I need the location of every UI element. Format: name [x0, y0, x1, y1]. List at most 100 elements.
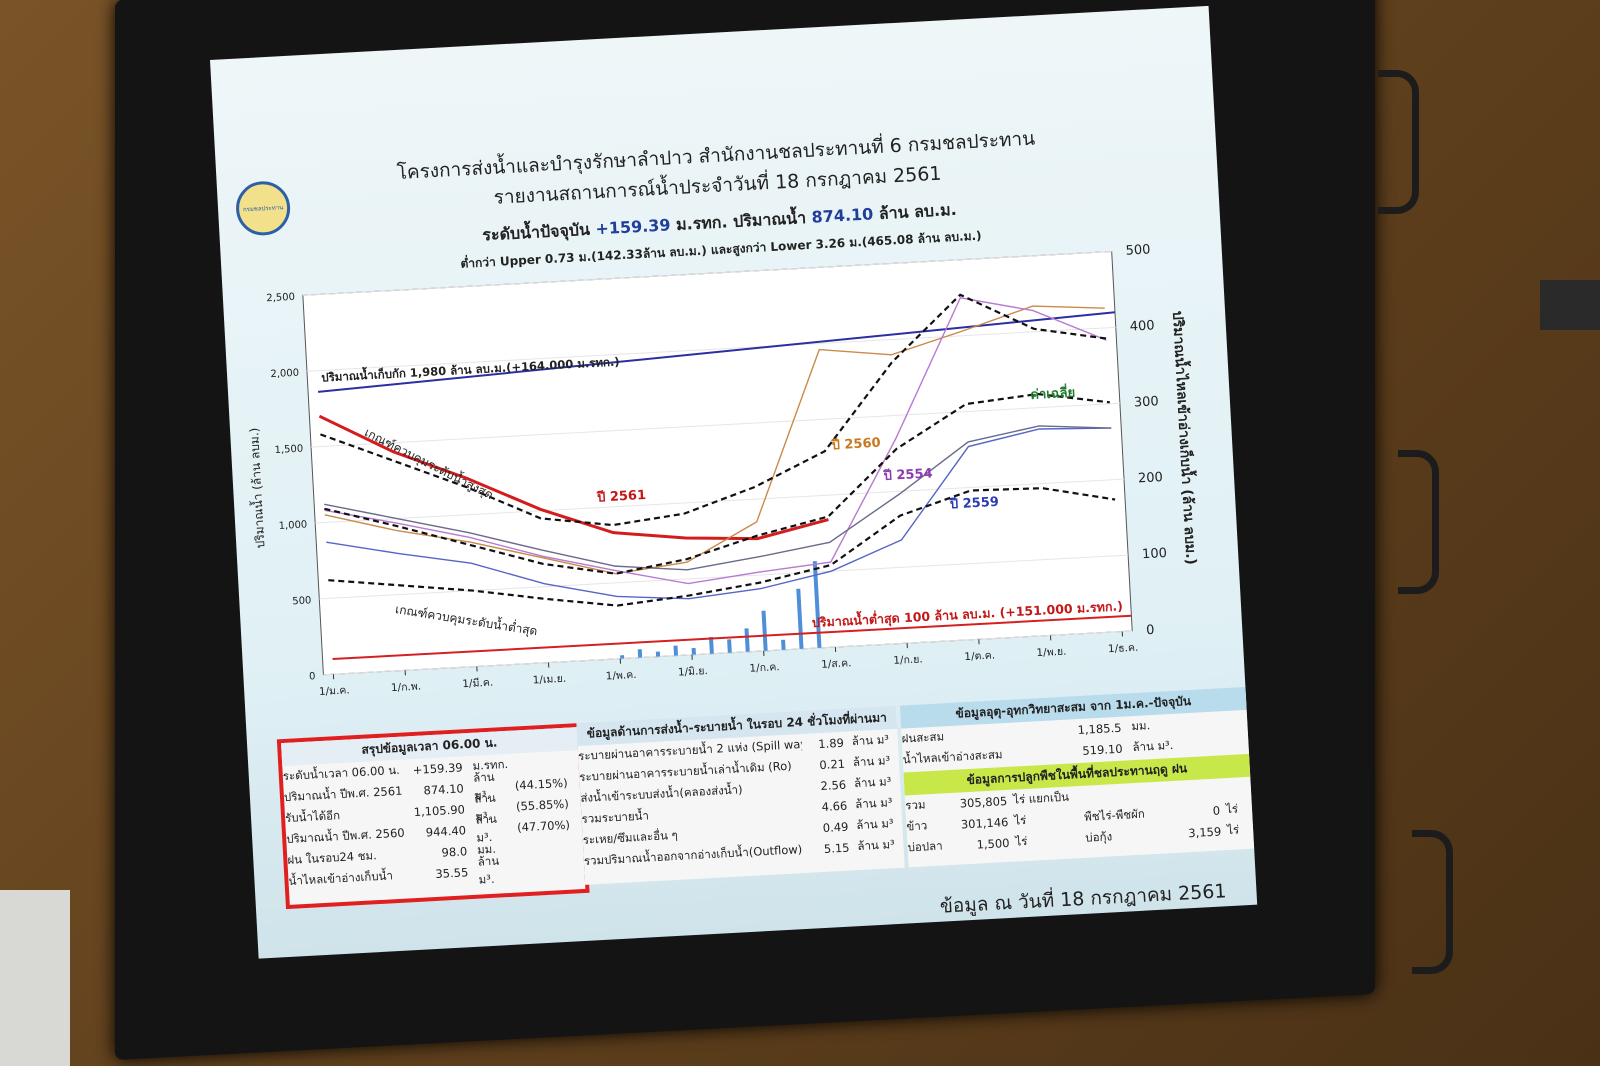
x-tick-label: 1/เม.ย. — [532, 673, 566, 687]
release-value: 4.66 — [821, 798, 848, 814]
release-unit: ล้าน ม³ — [853, 773, 892, 790]
crop-value-2 — [1169, 789, 1225, 792]
crop-unit: ไร่ — [1013, 812, 1027, 828]
x-tick-label: 1/พ.ย. — [1036, 646, 1067, 660]
x-tick-label: 1/ธ.ค. — [1108, 642, 1139, 656]
inflow-bar — [744, 628, 750, 652]
x-tick-label: 1/พ.ค. — [605, 669, 636, 683]
y2-tick-label: 0 — [1146, 623, 1155, 638]
crop-value: 305,805 — [959, 793, 1008, 811]
inflow-bar — [812, 560, 822, 649]
y-axis-label: ปริมาณน้ำ (ล้าน ลบม.) — [245, 427, 268, 548]
series-line-6 — [328, 487, 1116, 607]
crop-value: 301,146 — [960, 814, 1009, 832]
inflow-bar — [727, 639, 732, 653]
wall-outlet-plate — [0, 890, 70, 1066]
y-tick-label: 1,500 — [274, 444, 303, 457]
summary-label: น้ำไหลเข้าอ่างเก็บน้ำ — [288, 867, 394, 888]
volume-value: 874.10 — [811, 204, 874, 227]
series-line-7 — [324, 392, 1110, 575]
hydro-value: 519.10 — [1081, 741, 1123, 758]
wall-bracket — [1540, 280, 1600, 330]
summary-percent: (47.70%) — [516, 817, 571, 835]
label-2561: ปี 2561 — [596, 487, 647, 506]
gridline — [306, 326, 1116, 372]
hydro-unit: ล้าน ม³. — [1132, 737, 1174, 754]
level-value: +159.39 — [594, 215, 671, 239]
summary-percent — [518, 866, 572, 869]
summary-percent: (55.85%) — [515, 796, 570, 814]
crop-value-2: 3,159 — [1187, 823, 1222, 840]
x-tick-label: 1/ม.ค. — [319, 684, 350, 698]
crop-label-2 — [1083, 792, 1169, 797]
gridline — [302, 251, 1112, 296]
summary-unit: ล้าน ม³. — [477, 853, 500, 887]
capacity-line — [318, 311, 1116, 393]
monitor-handle-top — [1378, 70, 1419, 214]
x-tick-label: 1/ก.ค. — [749, 661, 780, 675]
monitor-handle-bottom — [1412, 830, 1453, 974]
crop-value-2: 0 — [1212, 802, 1221, 818]
hydro-value: 1,185.5 — [1077, 720, 1122, 737]
release-unit: ล้าน ม³ — [857, 836, 895, 853]
hydro-table: ข้อมูลอุตุ-อุทกวิทยาสะสม จาก 1ม.ค.-ปัจจุ… — [899, 686, 1255, 868]
inflow-bar — [691, 647, 696, 655]
min-volume-line — [332, 614, 1132, 661]
crop-unit-2: ไร่ — [1226, 821, 1240, 837]
inflow-bar — [761, 610, 768, 651]
crop-label: บ่อปลา — [907, 838, 943, 854]
inflow-bar — [620, 655, 625, 659]
water-volume-chart: 0 500 1,000 1,500 2,000 2,500 0 100 200 300 400 500… — [245, 242, 1203, 698]
gridline — [319, 554, 1129, 600]
crop-value: 1,500 — [976, 835, 1010, 852]
monitor-handle-middle — [1398, 450, 1439, 594]
series-line-5 — [320, 293, 1107, 527]
summary-value: 35.55 — [435, 864, 469, 881]
summary-value: +159.39 — [412, 759, 463, 777]
release-value: 2.56 — [820, 777, 847, 793]
y2-axis-label: ปริมาณน้ำไหลเข้าอ่างเก็บน้ำ (ล้าน ลบม.) — [1169, 310, 1203, 565]
x-tick-label: 1/ก.พ. — [391, 681, 422, 695]
x-tick-label: 1/ส.ค. — [821, 657, 852, 671]
y-tick-label: 0 — [309, 671, 316, 682]
summary-value: 944.40 — [425, 822, 467, 839]
release-value: 1.89 — [817, 735, 845, 751]
x-tick-label: 1/มิ.ย. — [678, 665, 709, 679]
release-unit: ล้าน ม³ — [854, 794, 893, 811]
x-tick-label: 1/มี.ค. — [462, 676, 494, 691]
gridline — [311, 402, 1120, 448]
inflow-bar — [673, 645, 679, 656]
series-line-1 — [324, 305, 1105, 575]
crop-unit-2: ไร่ — [1225, 801, 1239, 816]
y2-tick-label: 200 — [1138, 470, 1164, 486]
monitor-screen: กรมชลประทาน โครงการส่งน้ำและบำรุงรักษาลำ… — [210, 5, 1258, 959]
inflow-bar — [637, 649, 643, 658]
level-unit: ม.รทก. ปริมาณน้ำ — [675, 208, 807, 235]
inflow-bar — [781, 639, 786, 650]
gridline — [315, 478, 1125, 524]
y-tick-label: 1,000 — [278, 519, 307, 532]
x-tick-label: 1/ก.ย. — [893, 653, 923, 667]
crop-unit: ไร่ — [1015, 833, 1028, 849]
release-value: 0.49 — [822, 819, 849, 835]
crop-label-2: บ่อกุ้ง — [1084, 828, 1113, 845]
series-line-3 — [326, 427, 1112, 600]
volume-unit: ล้าน ลบ.ม. — [878, 199, 958, 224]
level-label: ระดับน้ำปัจจุบัน — [481, 219, 591, 245]
label-2560: ปี 2560 — [830, 435, 881, 454]
x-tick-label: 1/ต.ค. — [964, 649, 995, 663]
crop-unit-2 — [1225, 787, 1249, 788]
label-2554: ปี 2554 — [882, 465, 933, 484]
series-line-4 — [324, 425, 1112, 571]
summary-table: สรุปข้อมูลเวลา 06.00 น. ระดับน้ำเวลา 06.… — [276, 722, 590, 910]
summary-percent — [513, 761, 567, 764]
y2-tick-label: 500 — [1125, 242, 1151, 258]
crop-label: รวม — [904, 796, 926, 812]
label-average: ค่าเฉลี่ย — [1030, 383, 1076, 403]
inflow-bar — [655, 651, 661, 657]
summary-percent: (44.15%) — [514, 775, 568, 793]
label-2559: ปี 2559 — [948, 494, 999, 513]
release-unit: ล้าน ม³ — [855, 815, 894, 832]
release-unit: ล้าน ม³ — [852, 752, 891, 769]
release-value: 5.15 — [823, 840, 850, 856]
